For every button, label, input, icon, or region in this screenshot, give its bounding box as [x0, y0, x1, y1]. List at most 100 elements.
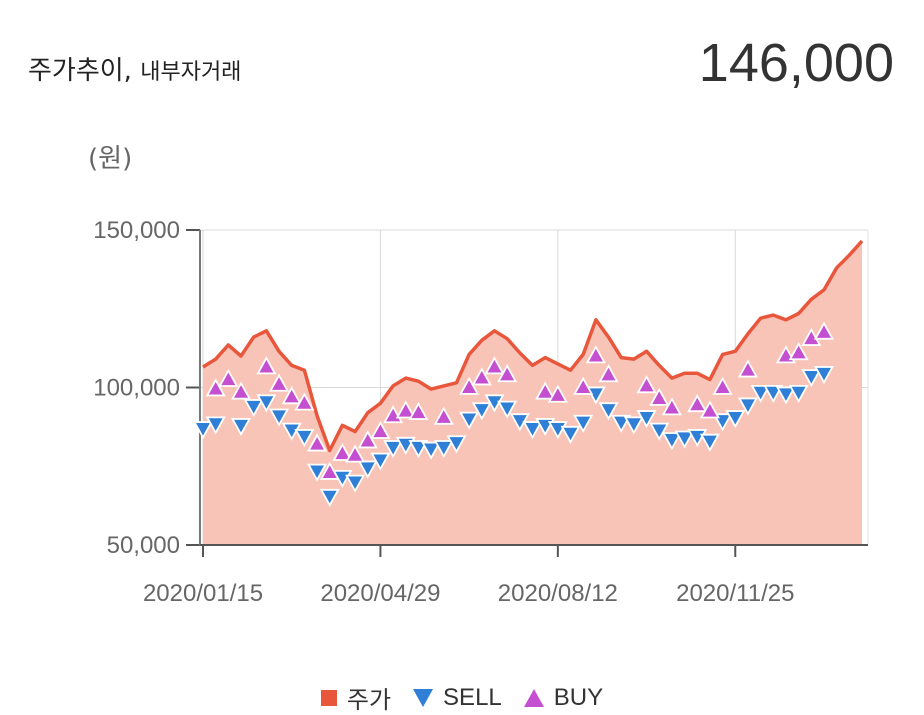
legend-label-sell: SELL — [443, 683, 502, 711]
sell-marker — [497, 400, 518, 419]
buy-marker — [205, 378, 226, 397]
price-line — [202, 239, 864, 453]
sell-marker — [357, 460, 378, 479]
tick-labels: 50,000 100,000 150,000 2020/01/15 2020/04/29… — [93, 217, 794, 607]
markers — [192, 321, 835, 507]
sell-marker — [813, 366, 835, 385]
buy-marker — [281, 386, 302, 405]
buy-marker — [319, 461, 340, 480]
sell-marker — [230, 418, 252, 437]
sell-marker — [699, 433, 720, 452]
sell-marker — [585, 386, 606, 405]
legend: 주가 SELL BUY — [0, 680, 924, 715]
sell-marker — [383, 440, 404, 459]
sell-marker — [459, 411, 480, 430]
buy-marker — [345, 444, 366, 463]
sell-marker — [636, 410, 657, 429]
x-tick-label: 2020/08/12 — [498, 580, 618, 607]
sell-marker — [801, 369, 822, 388]
legend-item-sell[interactable]: SELL — [413, 684, 502, 712]
buy-marker — [636, 375, 657, 394]
sell-marker — [661, 432, 682, 451]
sell-marker — [737, 397, 758, 416]
buy-marker — [218, 368, 239, 387]
buy-marker — [294, 392, 315, 411]
buy-marker — [649, 387, 670, 406]
sell-marker — [649, 422, 670, 441]
sell-marker — [319, 488, 340, 507]
sell-marker — [408, 440, 429, 459]
x-tick-label: 2020/01/15 — [143, 580, 263, 607]
axes — [186, 229, 868, 557]
sell-marker — [611, 414, 632, 433]
buy-marker — [699, 400, 720, 419]
buy-marker — [332, 442, 353, 461]
buy-marker — [535, 381, 556, 400]
sell-marker — [674, 430, 695, 449]
sell-marker — [345, 474, 366, 493]
buy-marker — [598, 364, 619, 383]
sell-marker — [370, 452, 391, 471]
triangle-down-icon — [413, 688, 434, 707]
y-unit-label: (원) — [88, 144, 133, 174]
buy-marker — [307, 433, 328, 452]
sell-marker — [775, 386, 796, 405]
sell-marker — [725, 410, 746, 429]
buy-marker — [788, 342, 809, 361]
sell-marker — [598, 402, 619, 421]
buy-marker — [408, 401, 429, 420]
buy-marker — [497, 364, 518, 383]
buy-marker — [256, 356, 277, 375]
subtitle-text: 내부자거래 — [140, 60, 242, 85]
buy-marker — [737, 359, 758, 378]
buy-marker — [712, 376, 733, 395]
buy-marker — [585, 345, 606, 364]
sell-marker — [192, 421, 214, 440]
buy-marker — [687, 394, 708, 413]
legend-item-price[interactable]: 주가 — [320, 680, 392, 715]
x-tick-label: 2020/04/29 — [320, 580, 440, 607]
sell-marker — [256, 394, 277, 413]
legend-label-buy: BUY — [553, 683, 604, 711]
sell-marker — [522, 421, 543, 440]
sell-marker — [560, 425, 581, 444]
title-text: 주가추이, — [28, 56, 132, 86]
legend-label-price: 주가 — [346, 687, 392, 714]
buy-marker — [433, 406, 454, 425]
buy-marker — [230, 381, 252, 400]
buy-marker — [547, 384, 568, 403]
y-tick-label: 50,000 — [107, 532, 180, 559]
sell-marker — [205, 416, 226, 435]
buy-marker — [459, 376, 480, 395]
chart-title: 주가추이, 내부자거래 — [28, 50, 241, 87]
triangle-up-icon — [523, 688, 544, 707]
sell-marker — [750, 384, 771, 404]
buy-marker — [573, 376, 594, 395]
buy-marker — [357, 430, 378, 449]
sell-marker — [243, 399, 264, 418]
sell-marker — [269, 408, 290, 427]
sell-marker — [294, 429, 315, 448]
legend-item-buy[interactable]: BUY — [523, 683, 604, 712]
sell-marker — [446, 435, 467, 454]
sell-marker — [788, 384, 809, 404]
buy-marker — [471, 367, 492, 386]
current-price: 146,000 — [698, 33, 894, 93]
buy-marker — [370, 420, 391, 439]
buy-marker — [661, 397, 682, 416]
x-tick-label: 2020/11/25 — [676, 580, 794, 607]
square-icon — [320, 689, 337, 706]
sell-marker — [623, 416, 644, 435]
buy-marker — [395, 400, 416, 419]
sell-marker — [421, 441, 442, 460]
y-tick-label: 100,000 — [93, 375, 180, 402]
sell-marker — [763, 384, 784, 404]
y-tick-label: 150,000 — [93, 217, 180, 244]
sell-marker — [433, 440, 454, 459]
sell-marker — [573, 414, 594, 433]
buy-marker — [813, 321, 835, 340]
buy-marker — [269, 373, 290, 392]
sell-marker — [307, 463, 328, 482]
buy-marker — [484, 356, 505, 375]
